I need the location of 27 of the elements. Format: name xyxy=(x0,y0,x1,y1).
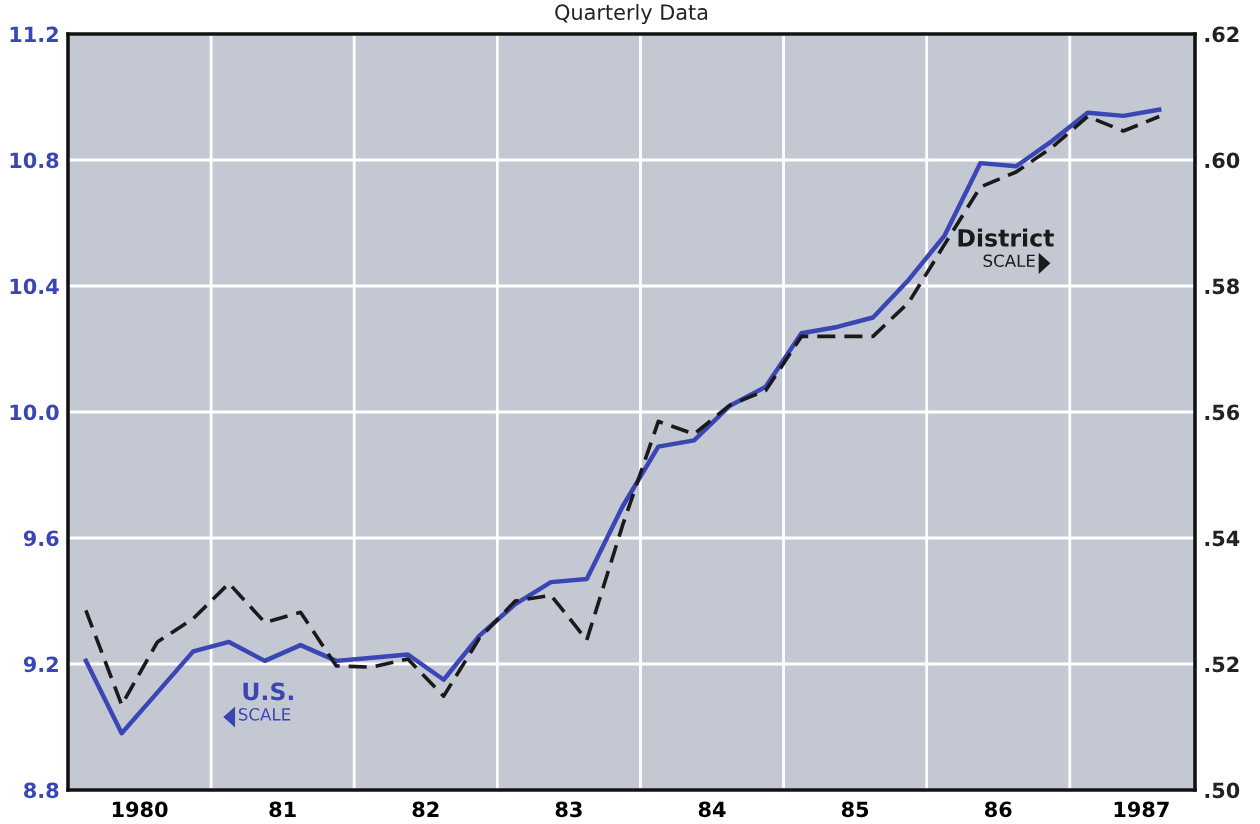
x-tick-label: 83 xyxy=(555,801,582,818)
annotation: SCALE xyxy=(983,254,1035,268)
chart-title: Quarterly Data xyxy=(555,3,708,25)
y2-tick-label: .56 xyxy=(1205,404,1240,421)
y-tick-label: 10.8 xyxy=(10,152,59,169)
x-tick-label: 1987 xyxy=(1114,801,1169,818)
x-tick-label: 82 xyxy=(412,801,439,818)
x-tick-label: 84 xyxy=(698,801,726,818)
y2-tick-label: .54 xyxy=(1205,530,1240,547)
x-tick-label: 86 xyxy=(985,801,1012,818)
y-tick-label: 10.0 xyxy=(10,404,59,421)
y2-tick-label: .58 xyxy=(1205,278,1239,295)
y-tick-label: 8.8 xyxy=(24,782,59,799)
y-tick-label: 9.6 xyxy=(23,530,59,547)
y-tick-label: 10.4 xyxy=(10,278,59,295)
y-tick-label: 9.2 xyxy=(23,656,58,673)
x-tick-label: 85 xyxy=(841,801,869,818)
y2-tick-label: .60 xyxy=(1205,152,1240,169)
series-label: U.S. xyxy=(243,682,294,701)
y2-tick-label: .62 xyxy=(1205,26,1239,43)
annotation: SCALE xyxy=(238,708,291,721)
x-tick-label: 1980 xyxy=(112,801,168,818)
x-tick-label: 81 xyxy=(269,801,296,818)
y-tick-label: 11.2 xyxy=(10,26,58,42)
y2-tick-label: .50 xyxy=(1205,782,1240,799)
series-label: District xyxy=(958,228,1054,247)
y2-tick-label: .52 xyxy=(1205,656,1239,673)
